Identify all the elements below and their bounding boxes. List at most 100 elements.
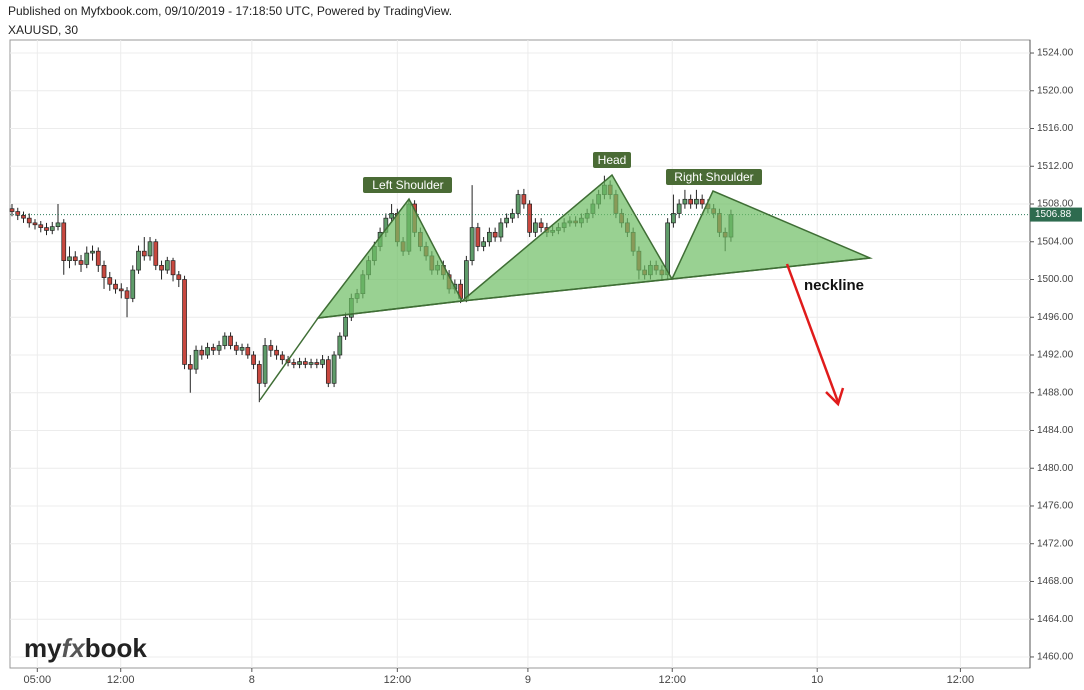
y-tick-label: 1472.00	[1037, 538, 1074, 549]
candle-body	[481, 241, 486, 247]
candle-body	[147, 241, 153, 257]
x-tick-label: 12:00	[947, 674, 975, 686]
candle-body	[84, 252, 90, 265]
candle-body	[210, 347, 216, 351]
x-tick-label: 12:00	[107, 674, 135, 686]
candle-body	[688, 198, 694, 205]
candle-body	[665, 222, 671, 276]
candle-body	[182, 279, 187, 365]
candle-body	[101, 264, 107, 278]
candle-body	[141, 250, 147, 257]
candle-body	[44, 227, 49, 231]
candle-body	[239, 347, 245, 351]
candle-body	[469, 227, 475, 261]
neckline-label: neckline	[804, 277, 864, 294]
right-shoulder-label: Right Shoulder	[674, 170, 753, 184]
candle-body	[699, 198, 705, 205]
y-tick-label: 1492.00	[1037, 350, 1074, 361]
symbol: XAUUSD, 30	[8, 23, 78, 37]
y-tick-label: 1496.00	[1037, 312, 1074, 323]
candle-body	[262, 345, 268, 384]
x-tick-label: 8	[249, 674, 255, 686]
label-box	[666, 169, 762, 185]
candle-body	[55, 222, 61, 228]
candle-body	[9, 208, 15, 212]
candle-body	[164, 260, 170, 271]
candle-body	[694, 198, 699, 205]
candle-body	[274, 349, 279, 356]
candle-body	[504, 217, 509, 224]
left-shoulder-label: Left Shoulder	[372, 178, 443, 192]
candle-body	[107, 277, 113, 285]
candle-body	[222, 335, 228, 346]
target-arrow	[785, 263, 840, 403]
candle-body	[245, 347, 251, 356]
candle-body	[176, 274, 182, 280]
candle-body	[193, 349, 199, 370]
candle-body	[682, 198, 688, 205]
arrow-head	[825, 387, 845, 407]
y-tick-label: 1464.00	[1037, 614, 1074, 625]
y-tick-label: 1476.00	[1037, 501, 1074, 512]
y-tick-label: 1484.00	[1037, 425, 1074, 436]
candle-body	[389, 213, 394, 219]
candle-body	[170, 260, 176, 276]
candle-body	[124, 290, 130, 299]
candle-body	[464, 260, 469, 299]
logo-part: my	[24, 633, 62, 663]
candle-body	[308, 362, 314, 365]
y-tick-label: 1504.00	[1037, 236, 1074, 247]
candle-body	[325, 359, 331, 384]
candle-body	[26, 217, 32, 224]
candle-body	[72, 256, 78, 261]
candle-body	[78, 260, 84, 265]
last-price-box	[1030, 207, 1082, 222]
y-tick-label: 1488.00	[1037, 387, 1074, 398]
candle-body	[118, 288, 124, 292]
candle-body	[475, 227, 481, 247]
candle-body	[136, 250, 141, 271]
logo-part: book	[85, 633, 148, 663]
candle-body	[61, 222, 67, 261]
candle-body	[533, 222, 538, 233]
candle-body	[21, 214, 26, 219]
neckline-line	[317, 257, 871, 319]
y-tick-label: 1460.00	[1037, 652, 1074, 663]
candle-body	[251, 354, 256, 365]
x-tick-label: 9	[525, 674, 531, 686]
y-tick-label: 1512.00	[1037, 161, 1074, 172]
candle-body	[521, 194, 527, 205]
candle-body	[159, 264, 164, 271]
candle-body	[314, 362, 320, 365]
candle-body	[527, 203, 532, 233]
y-tick-label: 1480.00	[1037, 463, 1074, 474]
candle-body	[320, 359, 325, 365]
candle-body	[95, 250, 101, 266]
candle-body	[671, 213, 676, 224]
head-label: Head	[598, 153, 627, 167]
candle-body	[187, 364, 193, 370]
candle-body	[337, 335, 343, 356]
candle-body	[153, 241, 159, 266]
candle-body	[268, 345, 274, 351]
candle-body	[205, 347, 210, 356]
candle-body	[228, 335, 233, 346]
candle-body	[130, 269, 136, 299]
y-tick-label: 1468.00	[1037, 576, 1074, 587]
candle-body	[331, 354, 337, 384]
candle-body	[279, 354, 285, 361]
y-tick-label: 1524.00	[1037, 48, 1074, 59]
candle-body	[38, 224, 44, 228]
y-tick-label: 1516.00	[1037, 123, 1074, 134]
candle-body	[487, 231, 492, 243]
y-tick-label: 1520.00	[1037, 85, 1074, 96]
candle-body	[15, 211, 21, 216]
pattern-leg	[259, 317, 319, 401]
published-note: Published on Myfxbook.com, 09/10/2019 - …	[8, 4, 452, 18]
candle-body	[49, 226, 55, 231]
candle-body	[291, 362, 297, 365]
candle-body	[492, 231, 498, 238]
candle-body	[67, 256, 72, 261]
candle-body	[538, 222, 544, 228]
